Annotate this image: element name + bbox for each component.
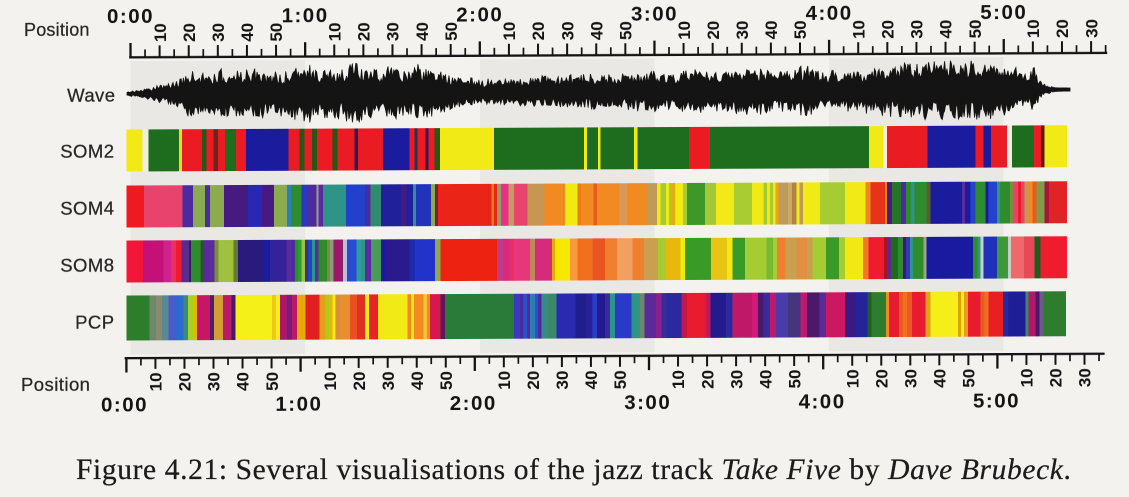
- svg-text:2:00: 2:00: [450, 392, 497, 415]
- svg-text:20: 20: [698, 370, 717, 389]
- svg-text:10: 10: [147, 372, 166, 391]
- svg-text:3:00: 3:00: [624, 391, 671, 414]
- svg-text:50: 50: [267, 23, 286, 42]
- svg-text:10: 10: [151, 23, 170, 42]
- svg-text:0:00: 0:00: [107, 5, 154, 28]
- svg-text:50: 50: [611, 370, 630, 389]
- svg-text:50: 50: [442, 22, 461, 41]
- svg-text:20: 20: [524, 371, 543, 390]
- svg-text:30: 30: [733, 21, 752, 40]
- svg-text:30: 30: [908, 20, 927, 39]
- svg-text:30: 30: [553, 371, 572, 390]
- svg-text:50: 50: [437, 371, 456, 390]
- svg-text:4:00: 4:00: [799, 390, 846, 413]
- svg-text:SOM2: SOM2: [60, 140, 114, 161]
- svg-text:10: 10: [1018, 368, 1037, 387]
- svg-text:20: 20: [180, 23, 199, 42]
- svg-text:Position: Position: [24, 20, 90, 40]
- svg-text:5:00: 5:00: [980, 1, 1027, 24]
- svg-text:1:00: 1:00: [275, 393, 322, 416]
- svg-text:40: 40: [408, 371, 427, 390]
- svg-text:30: 30: [209, 23, 228, 42]
- svg-text:50: 50: [791, 20, 810, 39]
- svg-text:10: 10: [1024, 19, 1043, 38]
- svg-text:40: 40: [582, 370, 601, 389]
- svg-text:20: 20: [873, 369, 892, 388]
- svg-text:20: 20: [355, 22, 374, 41]
- svg-text:20: 20: [704, 21, 723, 40]
- svg-text:50: 50: [960, 369, 979, 388]
- svg-text:3:00: 3:00: [631, 3, 678, 26]
- svg-text:10: 10: [675, 21, 694, 40]
- svg-text:Wave: Wave: [67, 85, 115, 106]
- svg-text:10: 10: [500, 22, 519, 41]
- svg-text:20: 20: [529, 21, 548, 40]
- svg-text:20: 20: [1047, 368, 1066, 387]
- svg-text:10: 10: [495, 371, 514, 390]
- svg-text:2:00: 2:00: [456, 3, 503, 26]
- svg-text:0:00: 0:00: [101, 393, 148, 416]
- svg-text:40: 40: [413, 22, 432, 41]
- svg-text:30: 30: [205, 372, 224, 391]
- svg-text:50: 50: [966, 19, 985, 38]
- svg-text:40: 40: [931, 369, 950, 388]
- svg-text:40: 40: [234, 372, 253, 391]
- svg-text:4:00: 4:00: [806, 2, 853, 25]
- svg-text:30: 30: [902, 369, 921, 388]
- svg-text:20: 20: [879, 20, 898, 39]
- svg-text:30: 30: [379, 371, 398, 390]
- svg-text:SOM8: SOM8: [60, 254, 114, 275]
- svg-text:30: 30: [384, 22, 403, 41]
- svg-text:40: 40: [937, 20, 956, 39]
- svg-text:10: 10: [326, 22, 345, 41]
- svg-text:50: 50: [263, 372, 282, 391]
- svg-text:10: 10: [843, 369, 862, 388]
- svg-text:30: 30: [1076, 368, 1095, 387]
- svg-text:40: 40: [238, 23, 257, 42]
- svg-text:PCP: PCP: [75, 311, 114, 332]
- svg-text:10: 10: [321, 372, 340, 391]
- svg-text:1:00: 1:00: [282, 4, 329, 27]
- svg-text:50: 50: [617, 21, 636, 40]
- svg-text:20: 20: [176, 372, 195, 391]
- svg-text:30: 30: [1082, 19, 1101, 38]
- svg-text:SOM4: SOM4: [60, 197, 114, 218]
- svg-text:5:00: 5:00: [973, 389, 1020, 412]
- svg-text:30: 30: [727, 370, 746, 389]
- svg-text:20: 20: [350, 371, 369, 390]
- svg-text:40: 40: [756, 370, 775, 389]
- svg-text:20: 20: [1053, 19, 1072, 38]
- svg-text:10: 10: [669, 370, 688, 389]
- svg-text:30: 30: [558, 21, 577, 40]
- svg-text:40: 40: [762, 20, 781, 39]
- svg-text:40: 40: [587, 21, 606, 40]
- svg-text:50: 50: [785, 370, 804, 389]
- svg-text:Position: Position: [21, 374, 90, 395]
- svg-text:10: 10: [849, 20, 868, 39]
